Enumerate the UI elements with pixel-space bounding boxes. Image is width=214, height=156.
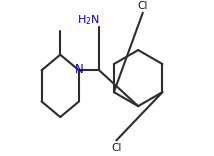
Text: Cl: Cl xyxy=(138,1,148,11)
Text: H$_2$N: H$_2$N xyxy=(77,14,100,27)
Text: Cl: Cl xyxy=(111,143,122,153)
Text: N: N xyxy=(75,63,83,76)
